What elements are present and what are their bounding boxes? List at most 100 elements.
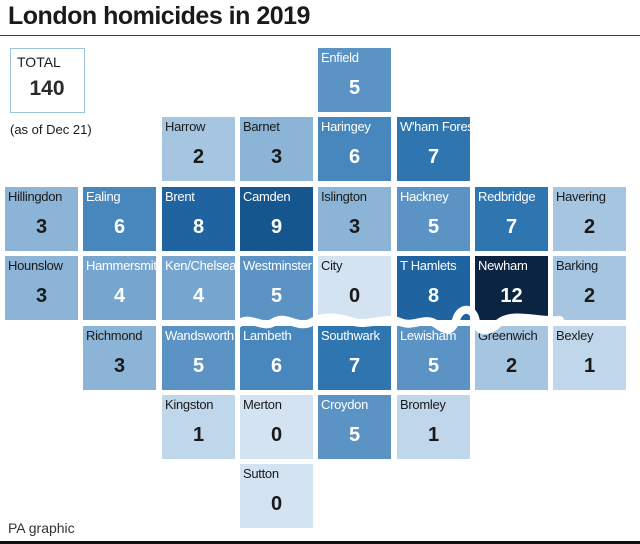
homicide-count: 5 <box>348 424 361 446</box>
borough-name: Enfield <box>321 50 359 65</box>
borough-name: Lewisham <box>400 328 457 343</box>
borough-tile-newham: Newham 12 <box>475 256 548 320</box>
total-box: TOTAL 140 <box>10 48 85 113</box>
borough-tile-city: City 0 <box>318 256 391 320</box>
borough-name: Hammersmith <box>86 258 164 273</box>
homicide-count: 6 <box>270 355 283 377</box>
borough-tile-hackney: Hackney 5 <box>397 187 470 251</box>
homicide-count: 8 <box>427 285 440 307</box>
borough-tile-richmond: Richmond 3 <box>83 326 156 390</box>
borough-name: Wandsworth <box>165 328 234 343</box>
borough-tile-bromley: Bromley 1 <box>397 395 470 459</box>
borough-name: Hackney <box>400 189 449 204</box>
borough-tile-greenwich: Greenwich 2 <box>475 326 548 390</box>
borough-tile-t-hamlets: T Hamlets 8 <box>397 256 470 320</box>
homicide-count: 2 <box>583 285 596 307</box>
borough-tile-haringey: Haringey 6 <box>318 117 391 181</box>
homicide-count: 3 <box>35 285 48 307</box>
title-divider <box>0 35 640 36</box>
borough-name: Islington <box>321 189 367 204</box>
source-credit: PA graphic <box>8 520 75 536</box>
homicide-count: 5 <box>348 77 361 99</box>
borough-name: Bromley <box>400 397 446 412</box>
borough-tile-enfield: Enfield 5 <box>318 48 391 112</box>
chart-title: London homicides in 2019 <box>8 2 310 30</box>
homicide-count: 0 <box>348 285 361 307</box>
borough-tile-havering: Havering 2 <box>553 187 626 251</box>
homicide-count: 2 <box>505 355 518 377</box>
borough-tile-hammersmith: Hammersmith 4 <box>83 256 164 320</box>
homicide-count: 8 <box>192 216 205 238</box>
borough-tile-islington: Islington 3 <box>318 187 391 251</box>
homicide-count: 0 <box>270 493 283 515</box>
borough-name: Richmond <box>86 328 143 343</box>
homicide-count: 6 <box>348 146 361 168</box>
borough-name: Barnet <box>243 119 280 134</box>
borough-tile-ken-chelsea: Ken/Chelsea 4 <box>162 256 237 320</box>
homicide-count: 3 <box>348 216 361 238</box>
borough-tile-barnet: Barnet 3 <box>240 117 313 181</box>
homicide-count: 0 <box>270 424 283 446</box>
borough-name: Greenwich <box>478 328 538 343</box>
borough-name: Merton <box>243 397 282 412</box>
borough-name: Ealing <box>86 189 121 204</box>
borough-tile-barking: Barking 2 <box>553 256 626 320</box>
homicide-count: 2 <box>583 216 596 238</box>
borough-tile-croydon: Croydon 5 <box>318 395 391 459</box>
borough-name: T Hamlets <box>400 258 457 273</box>
borough-tile-harrow: Harrow 2 <box>162 117 235 181</box>
borough-tile-sutton: Sutton 0 <box>240 464 313 528</box>
borough-name: Croydon <box>321 397 369 412</box>
borough-name: Camden <box>243 189 291 204</box>
homicide-count: 4 <box>192 285 205 307</box>
borough-name: Haringey <box>321 119 371 134</box>
borough-name: Kingston <box>165 397 214 412</box>
homicide-count: 3 <box>270 146 283 168</box>
borough-tile-southwark: Southwark 7 <box>318 326 391 390</box>
borough-tile-bexley: Bexley 1 <box>553 326 626 390</box>
borough-name: Brent <box>165 189 195 204</box>
borough-name: Redbridge <box>478 189 536 204</box>
borough-tile-redbridge: Redbridge 7 <box>475 187 548 251</box>
total-value: 140 <box>29 77 65 100</box>
homicide-count: 3 <box>113 355 126 377</box>
homicide-count: 1 <box>583 355 596 377</box>
borough-name: Havering <box>556 189 606 204</box>
homicide-count: 5 <box>192 355 205 377</box>
borough-tile-kingston: Kingston 1 <box>162 395 235 459</box>
borough-name: City <box>321 258 343 273</box>
homicide-count: 2 <box>192 146 205 168</box>
borough-tile-wandsworth: Wandsworth 5 <box>162 326 235 390</box>
borough-name: Ken/Chelsea <box>165 258 237 273</box>
borough-name: Newham <box>478 258 528 273</box>
borough-tile-hillingdon: Hillingdon 3 <box>5 187 78 251</box>
homicide-count: 6 <box>113 216 126 238</box>
borough-tile-hounslow: Hounslow 3 <box>5 256 78 320</box>
homicide-count: 7 <box>427 146 440 168</box>
homicide-count: 7 <box>348 355 361 377</box>
homicide-count: 5 <box>270 285 283 307</box>
borough-tile-merton: Merton 0 <box>240 395 313 459</box>
bottom-divider <box>0 541 640 544</box>
homicide-count: 3 <box>35 216 48 238</box>
borough-name: Hillingdon <box>8 189 63 204</box>
borough-name: Lambeth <box>243 328 292 343</box>
borough-tile-camden: Camden 9 <box>240 187 313 251</box>
homicide-count: 5 <box>427 355 440 377</box>
borough-name: Harrow <box>165 119 206 134</box>
homicide-count: 12 <box>500 285 523 307</box>
borough-name: Barking <box>556 258 598 273</box>
homicide-count: 1 <box>427 424 440 446</box>
borough-tile-brent: Brent 8 <box>162 187 235 251</box>
total-label: TOTAL <box>17 54 61 70</box>
total-note: (as of Dec 21) <box>10 122 92 137</box>
borough-name: Westminster <box>243 258 312 273</box>
homicide-count: 1 <box>192 424 205 446</box>
homicide-count: 9 <box>270 216 283 238</box>
borough-name: W'ham Forest <box>400 119 477 134</box>
borough-name: Hounslow <box>8 258 63 273</box>
borough-name: Southwark <box>321 328 380 343</box>
borough-tile-lambeth: Lambeth 6 <box>240 326 313 390</box>
homicide-count: 4 <box>113 285 126 307</box>
